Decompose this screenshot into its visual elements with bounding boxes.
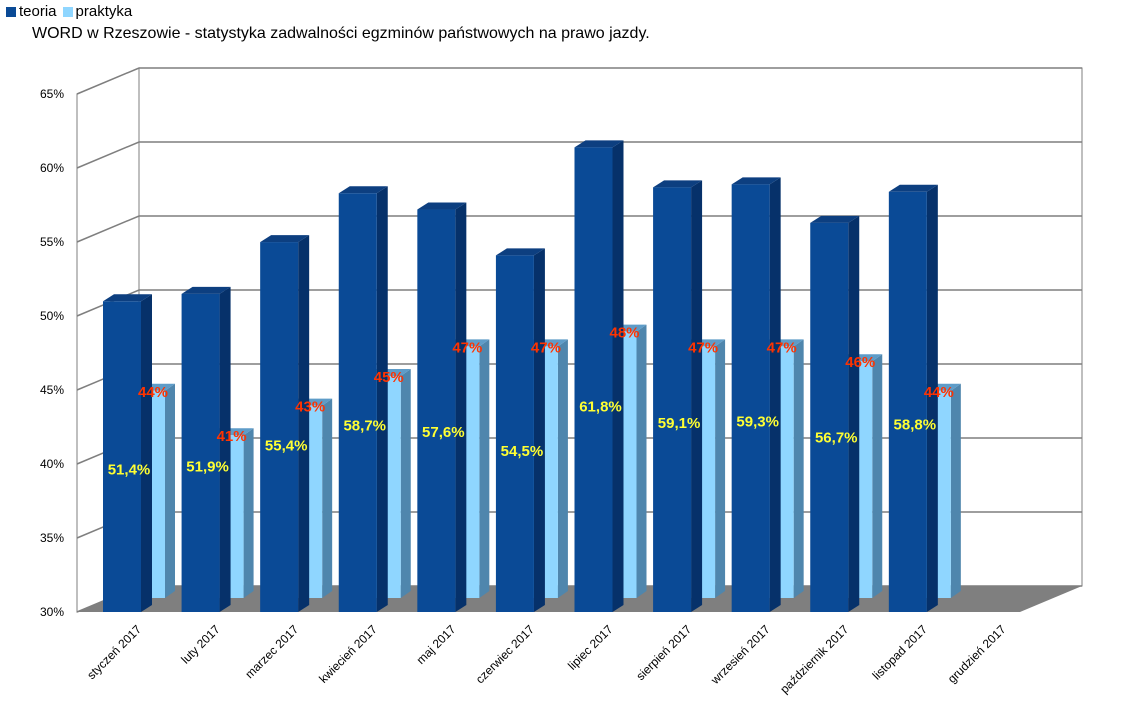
data-label-teoria: 56,7% bbox=[815, 429, 858, 446]
data-label-teoria: 54,5% bbox=[501, 443, 544, 460]
bar-praktyka-side bbox=[636, 324, 647, 598]
bar-teoria-side bbox=[219, 286, 231, 612]
y-tick-label: 30% bbox=[40, 605, 64, 619]
x-tick-label: grudzień 2017 bbox=[945, 622, 1009, 686]
data-label-teoria: 58,7% bbox=[343, 417, 386, 434]
bar-teoria-top bbox=[574, 140, 624, 148]
bar-praktyka-side bbox=[479, 339, 490, 598]
y-tick-label: 55% bbox=[40, 235, 64, 249]
data-label-praktyka: 45% bbox=[374, 369, 404, 386]
x-tick-label: październik 2017 bbox=[777, 622, 851, 696]
data-label-praktyka: 47% bbox=[688, 339, 718, 356]
bar-teoria-top bbox=[888, 184, 938, 192]
bar-teoria bbox=[731, 184, 770, 613]
data-label-praktyka: 47% bbox=[452, 339, 482, 356]
bar-teoria-side bbox=[769, 177, 781, 613]
bar-teoria bbox=[417, 209, 456, 612]
bar-teoria-top bbox=[103, 294, 152, 302]
bar-teoria-side bbox=[612, 140, 624, 613]
bar-teoria bbox=[653, 187, 692, 612]
x-tick-label: listopad 2017 bbox=[870, 622, 931, 683]
legend-item-praktyka: praktyka bbox=[62, 3, 133, 20]
bar-teoria-top bbox=[731, 177, 781, 185]
legend-swatch-teoria bbox=[6, 6, 16, 17]
x-tick-label: czerwiec 2017 bbox=[473, 622, 537, 686]
legend-swatch-praktyka bbox=[62, 6, 73, 17]
data-label-praktyka: 41% bbox=[217, 428, 247, 445]
x-tick-label: lipiec 2017 bbox=[565, 622, 616, 673]
x-tick-label: marzec 2017 bbox=[242, 622, 301, 681]
bar-teoria-side bbox=[141, 294, 152, 612]
bar-teoria bbox=[574, 147, 613, 613]
bar-teoria-top bbox=[260, 235, 310, 243]
legend-label-teoria: teoria bbox=[19, 3, 57, 20]
bar-praktyka-side bbox=[557, 339, 568, 598]
gridline bbox=[76, 141, 1082, 169]
x-tick-label: sierpień 2017 bbox=[633, 622, 694, 683]
bar-praktyka-side bbox=[872, 354, 883, 598]
bar-teoria bbox=[888, 191, 927, 612]
bar-teoria-top bbox=[417, 202, 467, 210]
bar-teoria bbox=[338, 193, 377, 613]
bar-teoria-side bbox=[848, 215, 860, 612]
bar-teoria-top bbox=[653, 180, 703, 188]
bar-teoria bbox=[260, 242, 299, 612]
bar-teoria-top bbox=[181, 286, 231, 294]
x-tick-label: maj 2017 bbox=[414, 622, 459, 667]
bar-praktyka-side bbox=[715, 339, 726, 598]
bar-teoria bbox=[103, 301, 141, 612]
bar-praktyka-side bbox=[243, 428, 254, 598]
x-tick-label: luty 2017 bbox=[178, 622, 223, 667]
bar-praktyka-side bbox=[793, 339, 804, 598]
data-label-praktyka: 48% bbox=[609, 325, 639, 342]
legend-item-teoria: teoria bbox=[6, 3, 57, 20]
bar-praktyka-side bbox=[322, 398, 333, 598]
bar-teoria-side bbox=[926, 184, 938, 612]
bar-teoria-top bbox=[810, 215, 860, 223]
data-label-teoria: 58,8% bbox=[894, 417, 937, 434]
bar-teoria-side bbox=[376, 186, 388, 613]
bar-teoria bbox=[181, 293, 220, 612]
y-tick-label: 65% bbox=[40, 87, 64, 101]
bar-teoria bbox=[495, 255, 534, 612]
bar-teoria-top bbox=[495, 248, 545, 256]
data-label-praktyka: 47% bbox=[767, 339, 797, 356]
data-label-praktyka: 47% bbox=[531, 339, 561, 356]
bar-praktyka-side bbox=[400, 369, 411, 598]
y-tick-label: 45% bbox=[40, 383, 64, 397]
data-label-praktyka: 46% bbox=[845, 354, 875, 371]
data-label-praktyka: 44% bbox=[924, 384, 954, 401]
bar-teoria-side bbox=[691, 180, 703, 612]
y-tick-label: 50% bbox=[40, 309, 64, 323]
data-label-teoria: 51,9% bbox=[186, 459, 229, 476]
bar-teoria-side bbox=[298, 235, 310, 612]
x-tick-label: kwiecień 2017 bbox=[316, 622, 380, 686]
bar-praktyka-side bbox=[950, 383, 961, 598]
data-label-praktyka: 44% bbox=[138, 384, 168, 401]
y-tick-label: 35% bbox=[40, 531, 64, 545]
data-label-teoria: 59,3% bbox=[736, 414, 779, 431]
legend-label-praktyka: praktyka bbox=[75, 3, 133, 20]
data-label-teoria: 51,4% bbox=[108, 462, 151, 479]
x-tick-label: wrzesień 2017 bbox=[707, 622, 773, 688]
bar-teoria-side bbox=[533, 248, 545, 612]
data-label-teoria: 57,6% bbox=[422, 424, 465, 441]
data-label-teoria: 55,4% bbox=[265, 437, 308, 454]
data-label-teoria: 61,8% bbox=[579, 398, 622, 415]
legend: teoria praktyka bbox=[6, 3, 136, 20]
chart-title: WORD w Rzeszowie - statystyka zadwalnośc… bbox=[32, 25, 650, 42]
x-tick-label: styczeń 2017 bbox=[84, 622, 144, 682]
bar-teoria-side bbox=[455, 202, 467, 612]
y-tick-label: 40% bbox=[40, 457, 64, 471]
y-tick-label: 60% bbox=[40, 161, 64, 175]
bar-teoria bbox=[810, 222, 849, 612]
bar-praktyka-side bbox=[165, 383, 175, 598]
gridline bbox=[76, 67, 1082, 95]
bar-teoria-top bbox=[338, 186, 388, 194]
data-label-praktyka: 43% bbox=[295, 399, 325, 416]
data-label-teoria: 59,1% bbox=[658, 415, 701, 432]
